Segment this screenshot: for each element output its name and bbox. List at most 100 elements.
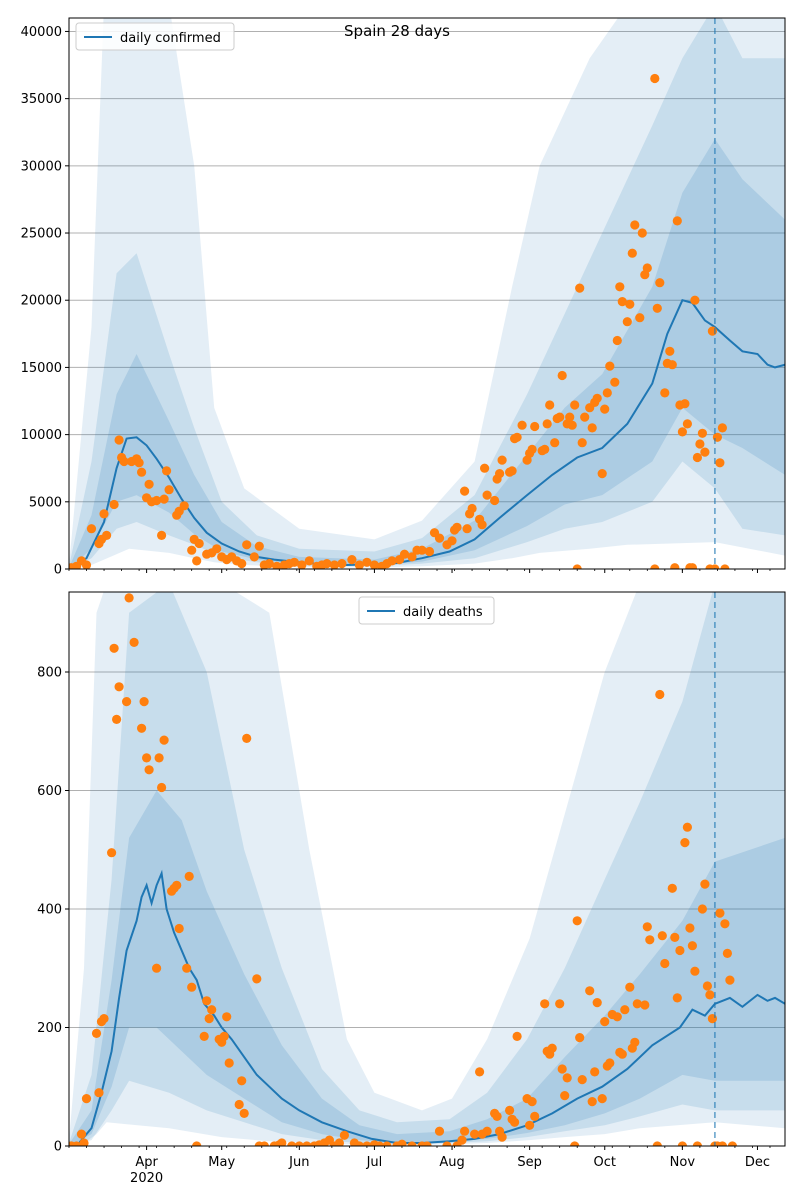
figure-title: Spain 28 days <box>344 22 450 40</box>
x-tick-label: Nov <box>670 1155 696 1170</box>
data-point <box>157 530 167 541</box>
data-point <box>680 838 690 848</box>
data-point <box>612 1012 622 1022</box>
data-point <box>527 444 537 454</box>
data-point <box>655 278 665 288</box>
data-point <box>557 370 567 381</box>
y-tick-label: 25000 <box>21 227 62 242</box>
data-point <box>575 283 585 293</box>
data-point <box>702 981 713 991</box>
data-point <box>720 564 730 569</box>
data-point <box>620 1005 630 1015</box>
data-point <box>297 560 307 569</box>
y-tick-label: 0 <box>54 563 62 578</box>
data-point <box>597 1094 607 1104</box>
data-point <box>162 466 172 476</box>
data-point <box>642 263 652 273</box>
data-point <box>642 922 652 932</box>
data-point <box>602 388 612 398</box>
data-point <box>119 456 129 467</box>
data-point <box>717 423 728 433</box>
data-point <box>717 1141 727 1146</box>
data-point <box>152 495 162 506</box>
data-point <box>277 1138 287 1146</box>
data-point <box>81 1094 92 1104</box>
data-point <box>572 916 582 926</box>
data-point <box>530 421 540 432</box>
data-point <box>424 546 435 557</box>
data-point <box>497 1132 507 1142</box>
x-tick-label: Jun <box>288 1155 309 1170</box>
data-point <box>139 697 149 707</box>
data-point <box>152 963 162 973</box>
data-point <box>199 1031 209 1041</box>
y-tick-label: 0 <box>54 1140 62 1155</box>
data-point <box>670 932 680 943</box>
data-point <box>354 560 364 569</box>
data-point <box>572 564 582 569</box>
data-point <box>302 1141 312 1146</box>
data-point <box>81 560 92 569</box>
data-point <box>417 545 427 555</box>
data-point <box>585 986 595 996</box>
data-point <box>99 509 109 519</box>
data-point <box>570 1141 580 1146</box>
data-point <box>547 1043 557 1053</box>
data-point <box>399 549 410 559</box>
data-point <box>665 346 675 356</box>
data-point <box>237 1076 247 1086</box>
data-point <box>374 1141 384 1146</box>
data-point <box>512 1031 522 1041</box>
data-point <box>222 1012 232 1022</box>
data-point <box>540 444 550 454</box>
data-point <box>627 248 637 258</box>
data-point <box>622 317 632 327</box>
data-point <box>530 1111 540 1121</box>
data-point <box>76 1129 87 1139</box>
data-point <box>482 1126 492 1136</box>
data-point <box>99 1014 109 1024</box>
data-point <box>672 993 682 1003</box>
data-point <box>577 1075 587 1085</box>
data-point <box>239 1108 249 1118</box>
data-point <box>652 303 662 313</box>
data-point <box>249 552 259 562</box>
data-point <box>252 974 262 984</box>
data-point <box>457 1135 467 1145</box>
data-point <box>672 216 682 226</box>
axes-frame <box>68 591 786 1147</box>
data-point <box>219 1031 229 1041</box>
data-point <box>460 1126 470 1136</box>
data-point <box>625 982 635 992</box>
legend-label: daily confirmed <box>120 31 221 46</box>
data-point <box>692 1141 702 1146</box>
data-point <box>700 447 710 457</box>
data-point <box>492 1111 502 1121</box>
data-point <box>109 643 119 653</box>
axes-frame <box>68 17 786 570</box>
data-point <box>422 1141 432 1146</box>
data-point <box>660 388 670 398</box>
data-point <box>79 1138 89 1146</box>
data-point <box>587 423 597 433</box>
data-point <box>705 990 715 1000</box>
legend: daily deaths <box>358 596 495 625</box>
data-point <box>71 1141 82 1146</box>
data-point <box>560 1091 570 1101</box>
data-point <box>525 1120 535 1130</box>
data-point <box>452 522 462 532</box>
data-point <box>710 564 720 569</box>
data-point <box>715 908 725 918</box>
data-point <box>192 556 202 566</box>
data-point <box>159 735 169 745</box>
data-point <box>587 1097 597 1107</box>
data-point <box>690 295 700 305</box>
data-point <box>565 412 575 422</box>
data-point <box>382 1141 392 1146</box>
data-point <box>137 723 147 733</box>
data-point <box>322 559 332 569</box>
data-point <box>86 524 97 534</box>
data-point <box>477 520 487 530</box>
x-tick-label: Dec <box>745 1155 770 1170</box>
data-point <box>362 557 372 567</box>
